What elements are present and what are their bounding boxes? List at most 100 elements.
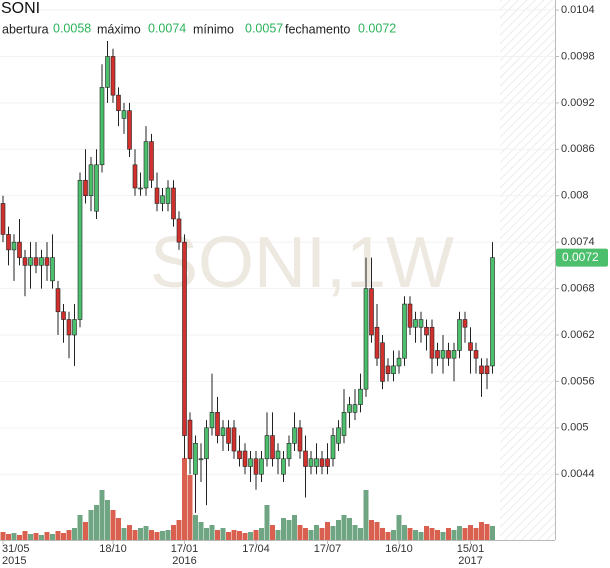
y-tick-label: 0.0098 — [561, 50, 595, 62]
candle-body — [83, 179, 88, 197]
candle-body — [116, 94, 121, 111]
x-tick-label: 18/10 — [99, 543, 127, 555]
volume-bar — [308, 530, 314, 540]
candle-body — [110, 56, 116, 96]
volume-layer — [0, 458, 495, 540]
candle-body — [446, 350, 451, 359]
candle-body — [138, 187, 143, 190]
candle-layer — [0, 41, 495, 513]
candle-body — [363, 288, 369, 390]
candle-body — [198, 458, 204, 461]
volume-bar — [33, 533, 39, 540]
volume-bar — [446, 528, 451, 540]
volume-bar — [418, 532, 424, 540]
y-tick-label: 0.0092 — [561, 97, 595, 109]
volume-bar — [347, 518, 352, 540]
candle-body — [402, 303, 407, 359]
volume-bar — [110, 510, 116, 540]
volume-bar — [380, 528, 385, 540]
candle-body — [99, 87, 105, 166]
volume-bar — [83, 522, 88, 540]
candle-body — [165, 187, 171, 204]
legend-value: 0.0074 — [148, 21, 186, 35]
candle-body — [435, 350, 440, 359]
grid — [0, 9, 555, 475]
watermark: SONI,1W — [150, 223, 454, 303]
candle-body — [490, 257, 495, 367]
candle-body — [248, 458, 253, 467]
y-tick-label: 0.0044 — [561, 468, 595, 480]
candle-body — [385, 365, 391, 374]
volume-bar — [138, 528, 143, 540]
candle-body — [22, 257, 28, 266]
volume-bar — [220, 528, 226, 540]
legend-label: fechamento — [285, 22, 350, 36]
candle-body — [396, 357, 402, 367]
volume-bar — [440, 532, 446, 540]
candle-body — [28, 257, 33, 266]
volume-bar — [231, 530, 237, 540]
candle-body — [220, 427, 226, 436]
candle-body — [209, 412, 215, 429]
candle-body — [121, 110, 127, 119]
x-year-label: 2016 — [172, 555, 196, 567]
volume-bar — [121, 528, 127, 540]
candle-body — [292, 427, 297, 444]
candle-body — [94, 164, 99, 212]
candle-body — [473, 350, 479, 359]
candle-body — [176, 218, 182, 243]
candle-body — [149, 141, 154, 181]
candle-body — [413, 319, 418, 328]
candle-body — [462, 319, 468, 328]
candle-body — [242, 450, 248, 467]
candle-body — [204, 427, 209, 460]
volume-bar — [11, 533, 17, 540]
volume-bar — [242, 533, 248, 540]
candle-body — [336, 427, 341, 444]
legend-value: 0.0058 — [53, 21, 91, 35]
volume-bar — [28, 534, 33, 540]
candle-body — [160, 195, 165, 204]
candle-body — [55, 288, 61, 313]
candle-body — [380, 342, 385, 382]
candle-body — [358, 388, 363, 405]
candle-body — [468, 342, 473, 351]
candle-body — [352, 404, 358, 413]
y-tick-label: 0.0056 — [561, 375, 595, 387]
volume-bar — [270, 525, 275, 540]
candle-body — [308, 458, 314, 467]
volume-bar — [259, 528, 264, 540]
volume-bar — [462, 528, 468, 540]
volume-bar — [473, 528, 479, 540]
y-tick-label: 0.0086 — [561, 143, 595, 155]
candle-body — [88, 164, 94, 197]
volume-bar — [297, 525, 303, 540]
x-tick-label: 15/01 — [457, 543, 485, 555]
candle-body — [39, 257, 44, 266]
candle-body — [187, 419, 193, 460]
x-year-label: 2015 — [2, 555, 26, 567]
candle-body — [424, 326, 429, 336]
volume-bar — [391, 530, 396, 540]
volume-bar — [132, 530, 138, 540]
candle-body — [50, 257, 55, 282]
candle-body — [143, 141, 149, 189]
candle-body — [275, 450, 281, 460]
last-price-box — [556, 248, 608, 267]
volume-bar — [66, 530, 72, 540]
last-price-label: 0.0072 — [562, 250, 599, 264]
volume-bar — [22, 531, 28, 540]
legend-value: 0.0057 — [245, 21, 283, 35]
x-tick-label: 17/01 — [171, 543, 199, 555]
volume-bar — [369, 520, 374, 540]
volume-bar — [264, 505, 270, 540]
y-tick-label: 0.0062 — [561, 329, 595, 341]
volume-bar — [490, 526, 495, 540]
volume-bar — [99, 490, 105, 540]
volume-bar — [325, 522, 330, 540]
volume-bar — [215, 530, 220, 540]
candle-body — [341, 412, 347, 436]
candle-body — [319, 458, 325, 467]
volume-bar — [303, 528, 308, 540]
